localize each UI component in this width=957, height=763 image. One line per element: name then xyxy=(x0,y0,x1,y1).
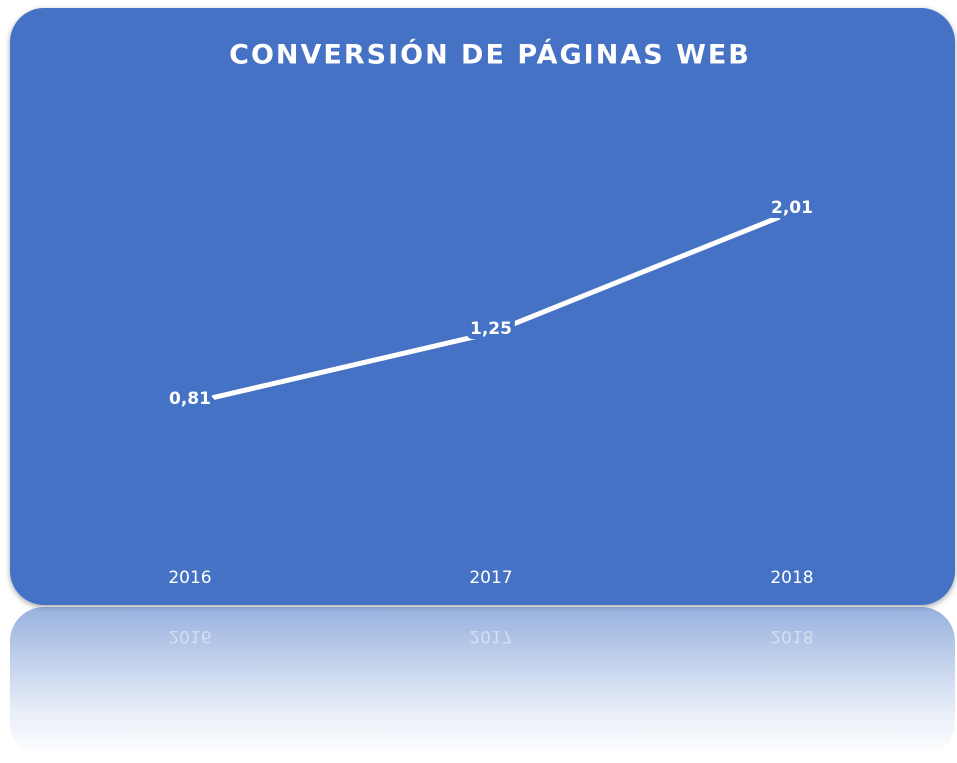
x-tick-label-reflection: 2016 xyxy=(168,626,211,646)
chart-title: CONVERSIÓN DE PÁGINAS WEB xyxy=(229,39,751,71)
x-tick-label-reflection: 2017 xyxy=(469,626,512,646)
x-tick-label: 2016 xyxy=(168,568,211,588)
x-tick-label: 2018 xyxy=(770,568,813,588)
x-tick-label-reflection: 2018 xyxy=(770,626,813,646)
chart-panel xyxy=(10,8,955,605)
data-label: 2,01 xyxy=(771,198,813,218)
data-line xyxy=(189,209,793,406)
data-label: 1,25 xyxy=(470,319,512,339)
x-tick-label: 2017 xyxy=(469,568,512,588)
reflection xyxy=(10,607,955,757)
data-label: 0,81 xyxy=(169,389,211,409)
